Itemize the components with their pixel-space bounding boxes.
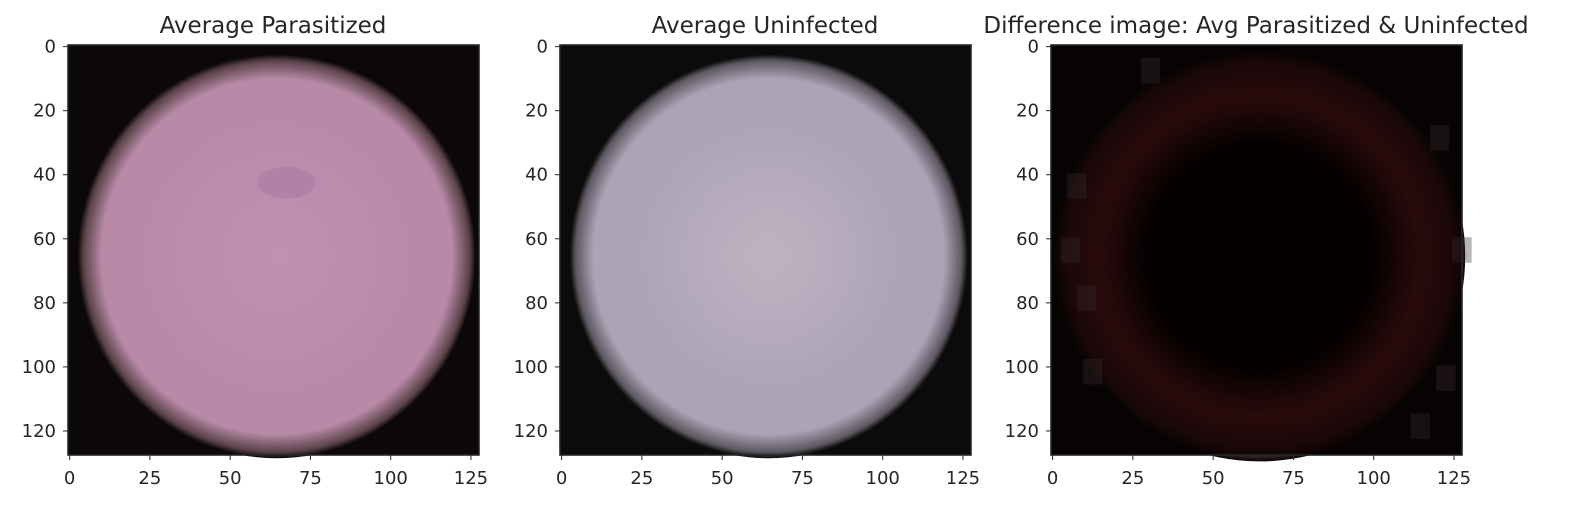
y-axis: 0 20 40 60 80 100 120 — [514, 37, 560, 442]
y-tick-label: 100 — [22, 357, 56, 378]
x-tick-label: 50 — [711, 468, 734, 489]
difference-speckle — [1410, 413, 1430, 439]
panel-average-parasitized: Average Parasitized 0 25 50 75 100 125 0 20 40 6… — [22, 13, 489, 489]
x-tick-label: 50 — [219, 468, 242, 489]
x-tick-label: 125 — [946, 468, 980, 489]
x-tick-label: 125 — [1437, 468, 1471, 489]
x-tick-label: 75 — [299, 468, 322, 489]
x-tick-label: 125 — [454, 468, 488, 489]
axes-frame — [67, 44, 480, 456]
y-tick-label: 60 — [1016, 229, 1039, 250]
y-tick-label: 120 — [514, 421, 548, 442]
panel-image — [68, 45, 479, 459]
y-tick-label: 40 — [33, 165, 56, 186]
panel-difference-image: Difference image: Avg Parasitized & Unin… — [983, 13, 1528, 489]
y-tick-label: 0 — [45, 37, 56, 58]
axes-frame — [1050, 44, 1463, 456]
y-tick-label: 80 — [1016, 293, 1039, 314]
panel-image — [560, 45, 971, 459]
difference-speckle — [1060, 237, 1080, 263]
x-tick-label: 75 — [791, 468, 814, 489]
panel-title: Difference image: Avg Parasitized & Unin… — [983, 13, 1528, 39]
y-tick-label: 100 — [514, 357, 548, 378]
y-tick-label: 100 — [1005, 357, 1039, 378]
y-tick-label: 120 — [22, 421, 56, 442]
y-tick-label: 20 — [33, 101, 56, 122]
x-tick-label: 0 — [64, 468, 75, 489]
difference-ring — [1054, 51, 1466, 462]
panel-image — [1051, 45, 1472, 462]
cell-blob — [569, 54, 968, 459]
cell-blob — [77, 54, 476, 459]
x-axis: 0 25 50 75 100 125 — [1047, 455, 1471, 489]
y-tick-label: 80 — [33, 293, 56, 314]
x-tick-label: 75 — [1282, 468, 1305, 489]
x-tick-label: 100 — [866, 468, 900, 489]
y-tick-label: 0 — [537, 37, 548, 58]
y-axis: 0 20 40 60 80 100 120 — [22, 37, 68, 442]
parasite-spot — [257, 166, 316, 199]
y-axis: 0 20 40 60 80 100 120 — [1005, 37, 1051, 442]
axes-frame — [559, 44, 972, 456]
difference-speckle — [1083, 358, 1103, 385]
panel-title: Average Parasitized — [160, 13, 387, 39]
x-tick-label: 50 — [1202, 468, 1225, 489]
y-tick-label: 60 — [525, 229, 548, 250]
x-tick-label: 0 — [1047, 468, 1058, 489]
x-tick-label: 25 — [1121, 468, 1144, 489]
y-tick-label: 60 — [33, 229, 56, 250]
y-tick-label: 0 — [1028, 37, 1039, 58]
y-tick-label: 20 — [525, 101, 548, 122]
x-tick-label: 100 — [1357, 468, 1391, 489]
difference-speckle — [1067, 173, 1087, 199]
y-tick-label: 120 — [1005, 421, 1039, 442]
difference-speckle — [1076, 285, 1096, 311]
y-tick-label: 40 — [525, 165, 548, 186]
difference-speckle — [1436, 365, 1456, 391]
x-tick-label: 100 — [374, 468, 408, 489]
x-tick-label: 25 — [138, 468, 161, 489]
difference-speckle — [1429, 125, 1450, 151]
x-axis: 0 25 50 75 100 125 — [556, 455, 980, 489]
x-tick-label: 0 — [556, 468, 567, 489]
panel-title: Average Uninfected — [652, 13, 879, 39]
y-tick-label: 40 — [1016, 165, 1039, 186]
y-tick-label: 20 — [1016, 101, 1039, 122]
x-axis: 0 25 50 75 100 125 — [64, 455, 488, 489]
difference-speckle — [1140, 57, 1161, 84]
y-tick-label: 80 — [525, 293, 548, 314]
panel-average-uninfected: Average Uninfected 0 25 50 75 100 125 0 20 40 60… — [514, 13, 981, 489]
x-tick-label: 25 — [630, 468, 653, 489]
